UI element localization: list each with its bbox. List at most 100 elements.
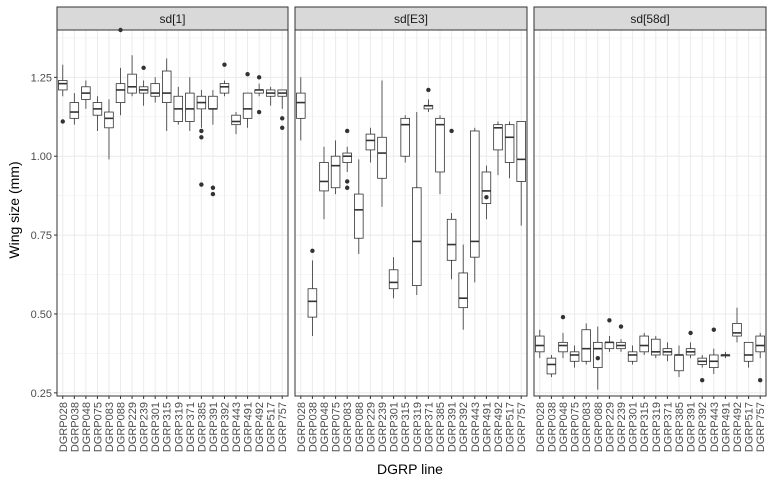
x-tick-label: DGRP443: [709, 402, 721, 452]
box-DGRP319: [651, 336, 661, 359]
facet-panel-1: sd[1] DGRP028 DGRP038 DGRP048 DGRP075 DGRP083…: [56, 6, 289, 452]
box-body: [627, 351, 638, 362]
x-tick-label: DGRP491: [720, 402, 732, 452]
box-DGRP028: [535, 329, 545, 359]
box-body: [185, 92, 195, 122]
box-DGRP088: [115, 67, 126, 116]
x-tick-label: DGRP028: [58, 402, 70, 452]
box-body: [296, 92, 306, 119]
x-tick-label: DGRP229: [127, 402, 139, 452]
x-tick-label: DGRP229: [604, 402, 616, 452]
outlier-point: [758, 378, 763, 383]
x-tick-label: DGRP443: [231, 402, 243, 452]
x-tick-label: DGRP088: [354, 402, 366, 452]
y-tick-label: 1.00: [31, 151, 52, 163]
box-DGRP392: [697, 354, 707, 368]
x-tick-label: DGRP048: [81, 402, 93, 452]
x-tick-label: DGRP385: [196, 402, 208, 452]
box-DGRP315: [161, 58, 172, 131]
box-body: [69, 102, 80, 119]
box-DGRP517: [743, 341, 754, 368]
box-body: [104, 111, 114, 129]
facet-panel-2: sd[E3]DGRP028 DGRP038 DGRP048 DGRP075 DGRP08…: [294, 6, 528, 452]
box-DGRP088: [354, 159, 364, 255]
x-tick-label: DGRP239: [377, 402, 389, 452]
outlier-point: [484, 195, 489, 200]
outlier-point: [345, 128, 350, 134]
box-body: [569, 351, 580, 362]
x-tick-label: DGRP038: [307, 402, 319, 452]
outlier-point: [426, 87, 431, 93]
x-tick-label: DGRP038: [69, 402, 81, 452]
outlier-point: [199, 135, 204, 140]
outlier-point: [618, 324, 624, 329]
box-DGRP048: [81, 80, 91, 109]
box-body: [319, 162, 329, 192]
outlier-point: [245, 71, 250, 77]
box-DGRP239: [616, 339, 626, 352]
x-tick-label: DGRP392: [697, 402, 709, 452]
outlier-point: [310, 248, 315, 254]
x-tick-label: DGRP075: [331, 402, 343, 452]
box-body: [535, 335, 545, 353]
box-DGRP229: [604, 336, 615, 352]
x-tick-label: DGRP088: [593, 402, 605, 452]
box-DGRP315: [639, 332, 649, 355]
x-tick-label: DGRP301: [389, 402, 401, 452]
box-DGRP083: [104, 99, 114, 160]
y-tick-label: 1.25: [31, 72, 52, 84]
x-tick-label: DGRP239: [616, 402, 628, 452]
x-tick-label: DGRP492: [732, 402, 744, 452]
y-axis-title: Wing size (mm): [6, 161, 22, 258]
x-tick-label: DGRP517: [266, 402, 278, 452]
panel-border: [533, 29, 767, 397]
box-DGRP028: [296, 77, 306, 141]
box-DGRP517: [504, 121, 515, 179]
box-body: [546, 357, 557, 375]
box-body: [388, 269, 399, 290]
outlier-point: [688, 330, 693, 336]
outlier-point: [210, 185, 216, 190]
box-body: [115, 83, 126, 103]
x-tick-label: DGRP083: [581, 402, 593, 452]
x-tick-label: DGRP385: [435, 402, 447, 452]
box-body: [400, 117, 410, 157]
x-tick-label: DGRP517: [505, 402, 517, 452]
facet-panel-3: sd[58d]DGRP028 DGRP038 DGRP048 DGRP075 DGRP0…: [533, 6, 767, 452]
x-tick-label: DGRP443: [470, 402, 482, 452]
box-DGRP492: [493, 121, 503, 176]
x-tick-label: DGRP757: [516, 402, 528, 452]
box-body: [208, 95, 218, 110]
x-tick-label: DGRP319: [173, 402, 185, 452]
x-tick-label: DGRP319: [651, 402, 663, 452]
y-axis: 0.25 0.50 0.75 1.00 1.25: [31, 72, 57, 400]
outlier-point: [199, 128, 204, 134]
box-body: [743, 341, 754, 362]
x-tick-label: DGRP239: [139, 402, 151, 452]
x-tick-label: DGRP385: [674, 402, 686, 452]
outlier-point: [280, 125, 285, 131]
outlier-point: [700, 378, 705, 383]
box-DGRP391: [208, 89, 218, 125]
box-DGRP391: [446, 213, 457, 280]
x-axis-title: DGRP line: [377, 461, 443, 477]
panel-background: [57, 30, 288, 396]
box-body: [342, 152, 352, 163]
box-DGRP385: [435, 115, 445, 195]
panel-background: [295, 30, 527, 396]
box-DGRP757: [516, 121, 526, 226]
x-tick-label: DGRP371: [423, 402, 435, 452]
box-body: [354, 193, 364, 239]
box-DGRP491: [242, 92, 253, 128]
x-tick-label: DGRP371: [185, 402, 197, 452]
x-tick-label: DGRP517: [744, 402, 756, 452]
facet-strip-label: sd[58d]: [630, 12, 669, 26]
box-DGRP757: [755, 332, 765, 359]
x-tick-label: DGRP301: [150, 402, 162, 452]
box-DGRP301: [388, 257, 399, 299]
box-body: [732, 323, 742, 337]
x-tick-label: DGRP315: [639, 402, 651, 452]
box-DGRP392: [219, 80, 230, 97]
box-body: [755, 335, 765, 353]
